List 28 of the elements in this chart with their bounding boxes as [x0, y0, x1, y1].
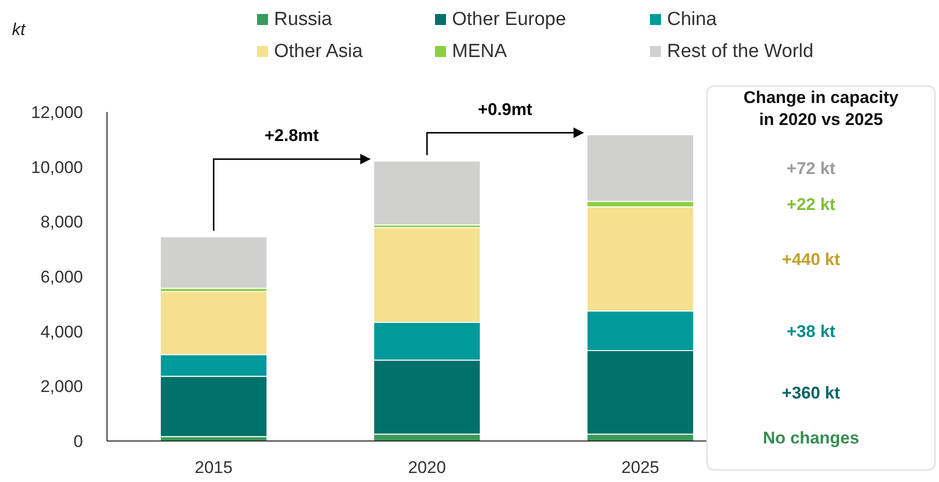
text: +440 kt: [782, 250, 840, 269]
legend-label: Rest of the World: [667, 41, 814, 62]
y-axis-title: kt: [12, 20, 26, 39]
x-tick-label: 2015: [194, 458, 233, 477]
y-tick-label: 0: [74, 432, 83, 451]
text: +38 kt: [786, 322, 836, 341]
bar: [160, 236, 268, 289]
y-tick-label: 12,000: [31, 103, 83, 122]
legend-label: China: [667, 9, 718, 30]
x-tick-label: 2025: [621, 458, 660, 477]
annotation: +0.9mt: [478, 100, 533, 119]
x-tick-label: 2020: [408, 458, 446, 477]
text: +22 kt: [786, 195, 836, 214]
annotation: +2.8mt: [264, 126, 320, 146]
text: +360 kt: [782, 383, 840, 402]
legend-label: Other Europe: [452, 9, 566, 30]
y-tick-label: 6,000: [40, 268, 83, 286]
y-tick-label: 4,000: [40, 322, 83, 342]
legend-label: Other Asia: [274, 41, 364, 62]
legend-label: MENA: [452, 41, 508, 62]
text: Change in capacity in 2020 vs 2025: [744, 88, 900, 129]
text: No changes: [762, 428, 860, 448]
legend-label: Russia: [274, 9, 333, 30]
y-tick-label: 8,000: [40, 212, 83, 232]
y-tick-label: 2,000: [40, 377, 83, 396]
y-tick-label: 10,000: [31, 158, 83, 177]
bar: [373, 160, 481, 226]
text: +72 kt: [786, 159, 836, 178]
